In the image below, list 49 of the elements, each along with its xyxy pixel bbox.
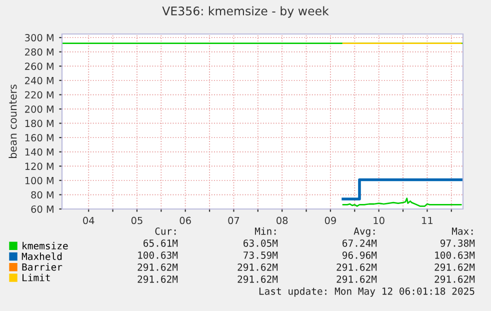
text: 100.63M [138,251,178,259]
y-tick-label: 240 M [25,76,54,84]
text: Last update: Mon May 12 06:01:18 2025 [259,287,474,297]
x-tick-label: 10 [374,216,384,224]
y-tick-label: 260 M [25,62,54,70]
y-axis-title: bean counters [8,84,17,158]
x-tick-label: 11 [422,216,432,224]
text: 97.38M [440,239,475,247]
text: 291.62M [138,275,178,283]
y-tick-label: 100 M [25,176,54,184]
text: Max: [452,228,473,235]
legend-label: kmemsize [22,242,68,250]
text: 291.62M [238,263,278,271]
y-tick-label: 60 M [31,205,54,213]
y-tick-label: 300 M [25,34,54,42]
text: Avg: [354,228,375,237]
text: 291.62M [138,263,178,271]
text: 65.61M [144,239,178,247]
text: 100.63M [435,251,475,259]
x-tick-label: 08 [276,216,288,224]
legend-label: Maxheld [22,252,62,260]
y-tick-label: 140 M [25,148,54,156]
text: Min: [254,227,276,235]
text: 63.05M [244,239,278,247]
text: 291.62M [238,275,278,283]
legend-label: Barrier [22,263,62,271]
text: 291.62M [434,275,475,283]
text: 67.24M [342,239,377,247]
y-tick-label: 200 M [25,105,54,113]
x-tick-label: 06 [180,216,191,224]
y-tick-label: 160 M [25,134,54,142]
x-tick-label: 09 [324,216,336,224]
text: 291.62M [434,263,475,271]
y-tick-label: 120 M [25,162,54,170]
text: 73.59M [244,251,278,259]
y-tick-label: 180 M [25,120,54,128]
text: Cur: [155,227,176,235]
y-tick-label: 220 M [25,91,54,99]
chart-title: VE356: kmemsize - by week [162,6,329,18]
text: 96.96M [342,251,377,259]
legend-label: Limit [22,274,50,282]
x-tick-label: 07 [228,216,240,224]
text: 291.62M [336,275,377,283]
line-series [342,198,462,207]
y-tick-label: 80 M [31,191,54,199]
x-tick-label: 05 [131,216,142,224]
x-tick-label: 04 [83,216,94,224]
text: 291.62M [336,263,377,271]
y-tick-label: 280 M [25,48,54,56]
